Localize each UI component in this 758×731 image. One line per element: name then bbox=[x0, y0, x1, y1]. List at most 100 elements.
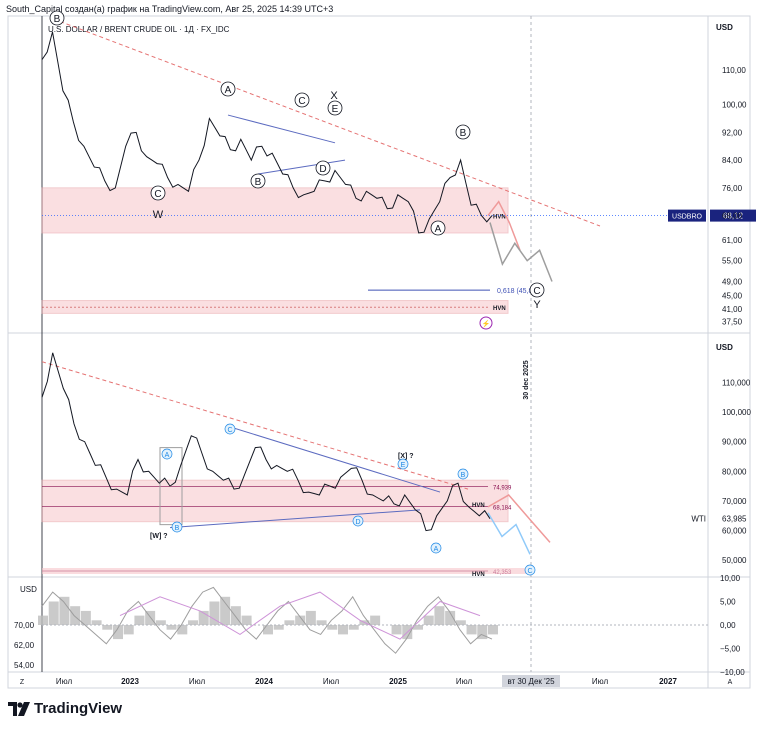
histogram-bar bbox=[134, 615, 145, 625]
y-tick-label: −10,00 bbox=[720, 668, 745, 677]
currency-label: USD bbox=[716, 343, 733, 352]
y-tick-label: 90,000 bbox=[722, 438, 747, 447]
histogram-bar bbox=[241, 615, 252, 625]
wedge-lower bbox=[169, 509, 421, 529]
wedge-lower bbox=[257, 159, 346, 175]
histogram-bar bbox=[230, 606, 241, 625]
y-tick-label: 110,00 bbox=[722, 66, 746, 75]
wave-circle bbox=[397, 458, 409, 470]
left-tick-label: 54,00 bbox=[14, 661, 35, 670]
histogram-bar bbox=[284, 620, 295, 625]
x-tick-label: Июл bbox=[189, 677, 206, 686]
last-value: 63,985 bbox=[722, 515, 747, 524]
y-tick-label: 37,50 bbox=[722, 317, 743, 326]
date-annotation: 30 dec 2025 bbox=[523, 360, 530, 399]
wave-circle bbox=[49, 10, 65, 26]
wave-label: E bbox=[401, 462, 406, 469]
last-label: USDBRO bbox=[672, 214, 703, 221]
wave-label: D bbox=[319, 164, 326, 175]
wave-label: X bbox=[330, 90, 338, 102]
y-tick-label: 68,00 bbox=[722, 212, 743, 221]
wave-circle bbox=[457, 468, 469, 480]
x-tick-label: 2027 bbox=[659, 677, 677, 686]
histogram-bar bbox=[316, 620, 327, 625]
y-tick-label: 110,000 bbox=[722, 378, 751, 387]
histogram-bar bbox=[423, 615, 434, 625]
x-tick-label: 2023 bbox=[121, 677, 139, 686]
y-tick-label: 60,000 bbox=[722, 527, 747, 536]
wave-circle bbox=[524, 564, 536, 576]
last-value-badge bbox=[710, 209, 756, 222]
wave-label: B bbox=[54, 14, 61, 25]
histogram-bar bbox=[370, 615, 381, 625]
projection-red bbox=[487, 200, 521, 251]
histogram-bar bbox=[198, 610, 209, 625]
x-tick-label: Июл bbox=[323, 677, 340, 686]
y-tick-label: 5,00 bbox=[720, 598, 736, 607]
wave-circle bbox=[224, 423, 236, 435]
highlight-box bbox=[159, 447, 183, 526]
wave-label: [X] ? bbox=[398, 453, 414, 460]
projection-blue bbox=[487, 512, 531, 555]
y-tick-label: 76,00 bbox=[722, 184, 743, 193]
wave-label: Y bbox=[533, 299, 541, 311]
wave-circle bbox=[250, 173, 266, 189]
projection-grey bbox=[489, 222, 553, 282]
histogram-bar bbox=[445, 610, 456, 625]
last-label: WTI bbox=[691, 515, 706, 524]
wave-label: A bbox=[434, 546, 439, 553]
histogram-bar bbox=[113, 625, 123, 640]
wave-circle bbox=[352, 515, 364, 527]
y-tick-label: 49,00 bbox=[722, 277, 743, 286]
wave-circle bbox=[529, 282, 545, 298]
hvn-zone bbox=[41, 187, 509, 234]
tradingview-brand[interactable]: TradingView bbox=[8, 700, 122, 717]
histogram-bar bbox=[391, 625, 402, 635]
wave-circle bbox=[455, 124, 471, 140]
histogram-bar bbox=[477, 625, 488, 640]
usdbro-price-line bbox=[41, 31, 493, 234]
wave-label: [W] ? bbox=[150, 533, 168, 540]
wave-label: D bbox=[355, 519, 360, 526]
wave-label: B bbox=[175, 525, 180, 532]
hvn-label: HVN bbox=[493, 215, 506, 221]
wedge-upper bbox=[229, 426, 441, 493]
chart-caption: South_Capital создан(а) график на Tradin… bbox=[6, 4, 334, 14]
tradingview-logo-icon bbox=[8, 701, 30, 716]
histogram-bar bbox=[327, 625, 338, 630]
wave-circle bbox=[220, 81, 236, 97]
histogram-bar bbox=[59, 596, 70, 625]
histogram-bar bbox=[295, 615, 306, 625]
histogram-bar bbox=[455, 620, 466, 625]
histogram-bar bbox=[177, 625, 188, 635]
timezone-button: Z bbox=[20, 679, 25, 686]
histogram-bar bbox=[38, 615, 48, 625]
chart-frame bbox=[7, 15, 751, 689]
y-tick-label: 45,00 bbox=[722, 291, 743, 300]
x-tick-label: 2024 bbox=[255, 677, 273, 686]
flash-icon bbox=[479, 316, 493, 330]
wave-label: A bbox=[165, 452, 170, 459]
last-label-badge bbox=[668, 209, 706, 222]
wave-label: B bbox=[460, 128, 467, 139]
histogram-bar bbox=[209, 601, 220, 625]
x-tick-label: Июл bbox=[456, 677, 473, 686]
x-tick-label: вт 30 Дек '25 bbox=[507, 677, 555, 686]
wave-circle bbox=[327, 100, 343, 116]
wave-label: C bbox=[154, 189, 161, 200]
wave-label: A bbox=[435, 224, 442, 235]
fib-label: 0,618 (45,81) bbox=[497, 288, 539, 295]
wave-label: C bbox=[527, 568, 532, 575]
selected-date-badge bbox=[502, 675, 560, 687]
y-tick-label: 50,000 bbox=[722, 556, 747, 565]
y-tick-label: 70,000 bbox=[722, 497, 747, 506]
last-value: 68,12 bbox=[723, 212, 744, 221]
histogram-bar bbox=[145, 610, 156, 625]
y-tick-label: 55,00 bbox=[722, 257, 743, 266]
trend-line bbox=[59, 20, 601, 227]
chart-canvas[interactable]: 30 dec 2025 Июл 2023 Июл 2024 Июл 2025 Июл вт 30… bbox=[0, 0, 758, 700]
wave-circle bbox=[430, 220, 446, 236]
left-tick-label: 62,00 bbox=[14, 641, 35, 650]
brand-name: TradingView bbox=[34, 700, 123, 717]
y-tick-label: −5,00 bbox=[720, 645, 741, 654]
